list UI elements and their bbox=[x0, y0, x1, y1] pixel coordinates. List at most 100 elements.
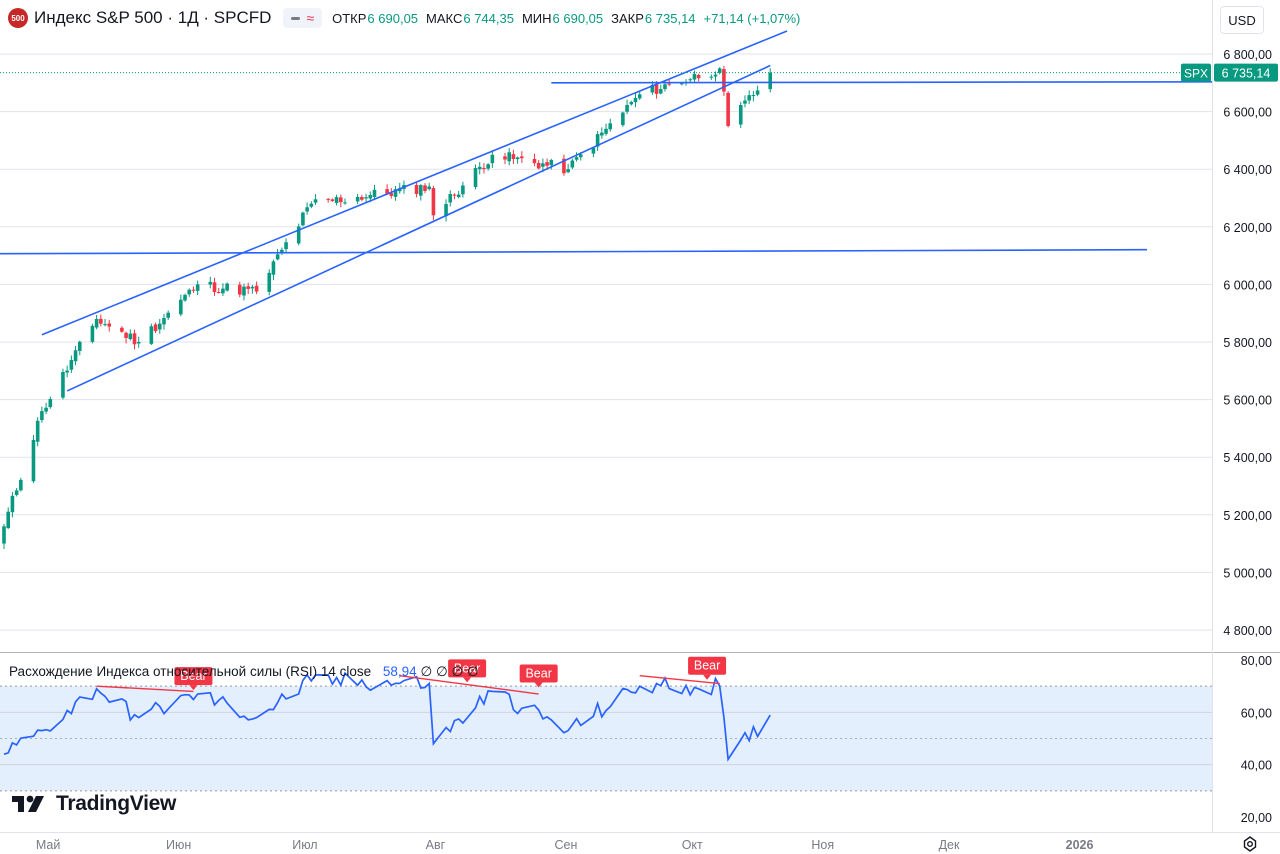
price-tag-symbol-bg bbox=[1181, 63, 1211, 82]
tradingview-logo[interactable]: TradingView bbox=[12, 792, 176, 816]
candle-body bbox=[688, 79, 693, 81]
candle-body bbox=[334, 197, 339, 203]
candle-body bbox=[212, 282, 217, 293]
price-tick-label: 6 400,00 bbox=[1223, 163, 1272, 177]
horizontal-level-line[interactable] bbox=[0, 248, 1148, 255]
candle-body bbox=[486, 164, 490, 169]
candle-body bbox=[385, 189, 389, 194]
price-tick-label: 5 800,00 bbox=[1223, 336, 1272, 350]
trendline-layer[interactable] bbox=[0, 30, 1213, 392]
candle-body bbox=[166, 312, 170, 318]
candle-body bbox=[183, 294, 187, 301]
price-tick-label: 4 800,00 bbox=[1223, 624, 1272, 638]
time-tick-label[interactable]: Авг bbox=[426, 838, 446, 852]
rsi-tick-label: 60,00 bbox=[1241, 706, 1272, 720]
candle-body bbox=[90, 325, 95, 342]
price-tick-label: 5 000,00 bbox=[1223, 566, 1272, 580]
candle-body bbox=[296, 226, 301, 244]
candle-body bbox=[503, 156, 507, 160]
candle-body bbox=[574, 157, 579, 160]
bear-label-bg bbox=[688, 656, 727, 675]
candle-body bbox=[216, 291, 221, 293]
candle-body bbox=[747, 95, 751, 101]
divergence-line bbox=[639, 675, 720, 685]
candle-body bbox=[124, 332, 128, 339]
candle-body bbox=[2, 526, 6, 544]
candle-body bbox=[545, 162, 549, 166]
candle-body bbox=[301, 212, 305, 226]
candle-body bbox=[562, 158, 566, 174]
candle-body bbox=[473, 168, 478, 188]
time-tick-label[interactable]: Дек bbox=[939, 838, 960, 852]
wave-icon[interactable]: ≈ bbox=[306, 10, 315, 26]
candle-body bbox=[389, 193, 394, 196]
time-tick-label[interactable]: Июл bbox=[292, 838, 317, 852]
indicator-toggle[interactable]: ≈ bbox=[283, 8, 323, 28]
candle-body bbox=[482, 167, 486, 170]
candle-body bbox=[461, 185, 465, 195]
candle-body bbox=[427, 186, 432, 190]
time-tick-label[interactable]: Окт bbox=[682, 838, 703, 852]
time-tick-label[interactable]: 2026 bbox=[1066, 838, 1094, 852]
candle-body bbox=[35, 420, 40, 442]
candle-body bbox=[595, 134, 600, 147]
candle-body bbox=[31, 440, 36, 482]
collapse-icon[interactable] bbox=[291, 16, 301, 20]
candle-body bbox=[99, 318, 103, 324]
candle-body bbox=[549, 160, 554, 166]
time-tick-label[interactable]: Сен bbox=[554, 838, 577, 852]
currency-button[interactable]: USD bbox=[1220, 6, 1264, 34]
candle-body bbox=[221, 288, 225, 294]
price-tick-label: 5 400,00 bbox=[1223, 451, 1272, 465]
symbol-title[interactable]: Индекс S&P 500 · 1Д · SPCFD bbox=[34, 8, 272, 27]
candle-body bbox=[343, 202, 347, 204]
candle-body bbox=[61, 372, 65, 398]
price-tick-label: 6 600,00 bbox=[1223, 106, 1272, 120]
candle-body bbox=[339, 197, 343, 203]
candle-body bbox=[309, 203, 314, 207]
tradingview-logo-icon bbox=[12, 795, 44, 812]
candle-body bbox=[153, 324, 158, 332]
candle-body bbox=[355, 196, 360, 202]
rsi-tick-label: 20,00 bbox=[1241, 811, 1272, 825]
candle-body bbox=[65, 370, 69, 373]
candle-body bbox=[267, 272, 272, 292]
settings-icon[interactable] bbox=[1242, 836, 1258, 852]
candle-body bbox=[237, 284, 242, 295]
channel-upper-line[interactable] bbox=[41, 30, 788, 336]
low-value: 6 690,05 bbox=[552, 10, 604, 26]
channel-lower-line[interactable] bbox=[66, 64, 771, 392]
price-tick-label: 6 800,00 bbox=[1223, 48, 1272, 62]
price-tag-value: 6 735,14 bbox=[1222, 67, 1271, 81]
candle-body bbox=[44, 407, 48, 412]
candle-body bbox=[650, 85, 655, 93]
time-tick-label[interactable]: Июн bbox=[166, 838, 191, 852]
rsi-legend[interactable]: Расхождение Индекса относительной силы (… bbox=[9, 664, 479, 680]
high-value: 6 744,35 bbox=[463, 10, 514, 26]
candle-body bbox=[511, 154, 516, 159]
low-label: МИН bbox=[521, 10, 552, 26]
candle-layer bbox=[2, 65, 773, 549]
candle-body bbox=[149, 326, 154, 344]
time-tick-label[interactable]: Ноя bbox=[811, 838, 834, 852]
open-value: 6 690,05 bbox=[367, 10, 419, 26]
candle-body bbox=[280, 249, 284, 254]
time-tick-label[interactable]: Май bbox=[36, 838, 61, 852]
candle-body bbox=[40, 411, 44, 421]
candle-body bbox=[507, 152, 511, 162]
candle-body bbox=[162, 318, 166, 325]
rsi-band bbox=[0, 685, 1212, 792]
candle-body bbox=[431, 188, 436, 216]
horizontal-level-line[interactable] bbox=[551, 81, 1213, 84]
candle-body bbox=[709, 76, 714, 78]
candle-body bbox=[600, 132, 604, 136]
candle-body bbox=[77, 341, 82, 351]
candle-body bbox=[604, 128, 608, 134]
close-value: 6 735,14 bbox=[644, 10, 696, 26]
open-label: ОТКР bbox=[332, 10, 367, 26]
candle-body bbox=[73, 350, 78, 362]
high-label: МАКС bbox=[426, 10, 463, 26]
axis-layer[interactable]: 4 800,00 5 000,00 5 200,00 5 400,00 5 600,00… bbox=[36, 48, 1278, 852]
bear-label-bg bbox=[519, 664, 558, 683]
